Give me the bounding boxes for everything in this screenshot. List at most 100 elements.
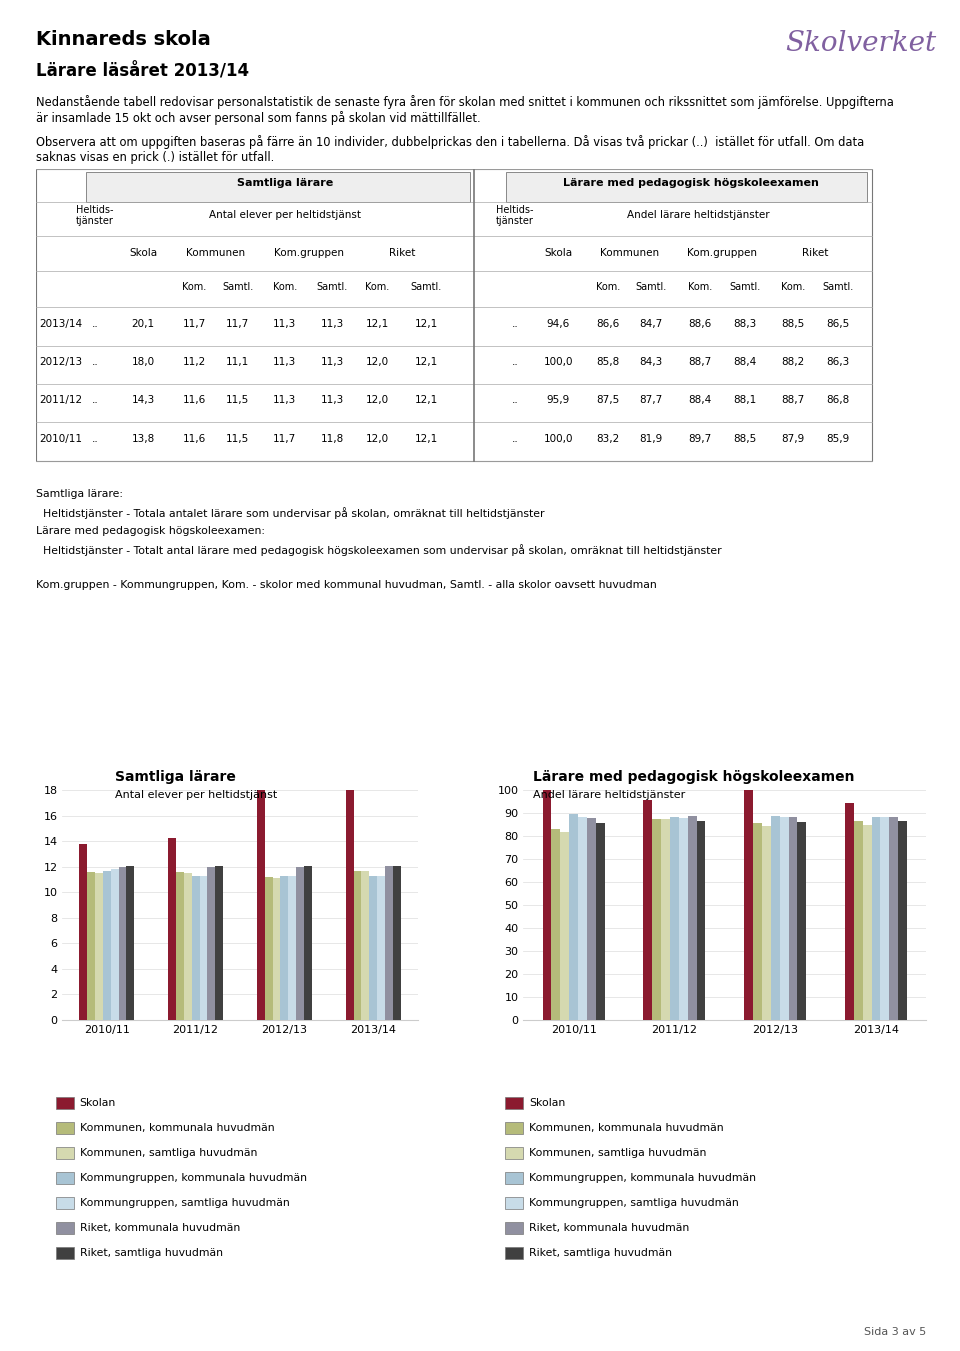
Bar: [679, 817, 687, 1020]
Text: 11,1: 11,1: [227, 357, 250, 367]
Text: 11,6: 11,6: [182, 396, 206, 405]
Text: 12,1: 12,1: [366, 319, 389, 330]
Text: 87,5: 87,5: [596, 396, 619, 405]
Text: Kom.: Kom.: [780, 282, 804, 292]
Bar: [80, 844, 87, 1020]
Text: 14,3: 14,3: [132, 396, 155, 405]
Text: Riket, samtliga huvudmän: Riket, samtliga huvudmän: [80, 1248, 223, 1258]
Bar: [56, 1147, 74, 1159]
Bar: [215, 866, 223, 1020]
Text: ..: ..: [512, 319, 518, 330]
Text: 95,9: 95,9: [546, 396, 569, 405]
Bar: [643, 800, 652, 1020]
Text: 12,1: 12,1: [415, 319, 438, 330]
Text: Skolan: Skolan: [529, 1098, 565, 1108]
Bar: [505, 1097, 523, 1109]
Text: Kinnareds skola: Kinnareds skola: [36, 30, 211, 49]
Text: Kommungruppen, samtliga huvudmän: Kommungruppen, samtliga huvudmän: [80, 1198, 289, 1208]
Text: Samtliga lärare: Samtliga lärare: [115, 770, 236, 784]
Bar: [889, 817, 899, 1020]
Text: 11,5: 11,5: [227, 396, 250, 405]
Text: 11,3: 11,3: [273, 357, 297, 367]
Bar: [103, 870, 110, 1020]
Text: Riket, kommunala huvudmän: Riket, kommunala huvudmän: [80, 1223, 240, 1233]
Text: Kom.: Kom.: [595, 282, 620, 292]
Bar: [370, 875, 377, 1020]
Bar: [56, 1121, 74, 1133]
Bar: [569, 815, 578, 1020]
Bar: [304, 866, 312, 1020]
Bar: [687, 816, 697, 1020]
Text: Lärare med pedagogisk högskoleexamen: Lärare med pedagogisk högskoleexamen: [533, 770, 854, 784]
Text: 85,8: 85,8: [596, 357, 619, 367]
Bar: [596, 823, 605, 1020]
Bar: [200, 875, 207, 1020]
Text: 11,7: 11,7: [273, 434, 297, 444]
Text: 11,3: 11,3: [273, 319, 297, 330]
Text: 83,2: 83,2: [596, 434, 619, 444]
Bar: [505, 1223, 523, 1235]
Text: 86,5: 86,5: [827, 319, 850, 330]
Text: Andel lärare heltidstjänster: Andel lärare heltidstjänster: [627, 211, 769, 220]
Text: Lärare med pedagogisk högskoleexamen:: Lärare med pedagogisk högskoleexamen:: [36, 526, 266, 535]
Bar: [110, 870, 118, 1020]
Text: Samtliga lärare: Samtliga lärare: [236, 178, 333, 188]
Bar: [744, 790, 753, 1020]
Text: Sida 3 av 5: Sida 3 av 5: [864, 1328, 926, 1337]
Text: Skolverket: Skolverket: [785, 30, 936, 57]
Text: Heltidstjänster - Totalt antal lärare med pedagogisk högskoleexamen som undervis: Heltidstjänster - Totalt antal lärare me…: [36, 543, 722, 555]
Text: 12,1: 12,1: [415, 434, 438, 444]
Text: ..: ..: [512, 434, 518, 444]
Bar: [56, 1247, 74, 1259]
Bar: [95, 873, 103, 1020]
Text: Antal elever per heltidstjänst: Antal elever per heltidstjänst: [115, 790, 277, 800]
Bar: [771, 816, 780, 1020]
Text: 88,3: 88,3: [733, 319, 756, 330]
Text: 18,0: 18,0: [132, 357, 155, 367]
Text: Heltidstjänster - Totala antalet lärare som undervisar på skolan, omräknat till : Heltidstjänster - Totala antalet lärare …: [36, 507, 545, 519]
Text: ..: ..: [92, 434, 99, 444]
Bar: [86, 172, 469, 201]
Text: Kommunen, samtliga huvudmän: Kommunen, samtliga huvudmän: [80, 1148, 257, 1158]
Bar: [561, 832, 569, 1020]
Bar: [505, 1121, 523, 1133]
Text: 11,6: 11,6: [182, 434, 206, 444]
Bar: [127, 866, 134, 1020]
Text: är insamlade 15 okt och avser personal som fanns på skolan vid mättillfället.: är insamlade 15 okt och avser personal s…: [36, 111, 481, 124]
Text: 86,8: 86,8: [827, 396, 850, 405]
Bar: [863, 825, 872, 1020]
Text: Skola: Skola: [129, 247, 157, 258]
Bar: [168, 838, 176, 1020]
Text: Lärare läsåret 2013/14: Lärare läsåret 2013/14: [36, 62, 250, 80]
Bar: [56, 1097, 74, 1109]
Text: 13,8: 13,8: [132, 434, 155, 444]
Bar: [788, 817, 798, 1020]
Text: Kommunen: Kommunen: [186, 247, 246, 258]
Bar: [265, 877, 273, 1020]
Text: 88,4: 88,4: [688, 396, 711, 405]
Text: 20,1: 20,1: [132, 319, 155, 330]
Text: Samtl.: Samtl.: [317, 282, 348, 292]
Bar: [257, 790, 265, 1020]
Text: Kom.: Kom.: [273, 282, 297, 292]
Text: 81,9: 81,9: [639, 434, 662, 444]
Text: 12,0: 12,0: [366, 357, 389, 367]
Text: ..: ..: [92, 319, 99, 330]
Text: 12,1: 12,1: [415, 357, 438, 367]
Bar: [505, 1197, 523, 1209]
Text: 11,3: 11,3: [321, 357, 344, 367]
Text: 89,7: 89,7: [688, 434, 711, 444]
Text: Kom.gruppen - Kommungruppen, Kom. - skolor med kommunal huvudman, Samtl. - alla : Kom.gruppen - Kommungruppen, Kom. - skol…: [36, 581, 658, 590]
Text: 88,7: 88,7: [688, 357, 711, 367]
Text: Samtl.: Samtl.: [636, 282, 666, 292]
Bar: [56, 1171, 74, 1185]
Text: 94,6: 94,6: [546, 319, 569, 330]
Text: 88,5: 88,5: [733, 434, 756, 444]
Text: 85,9: 85,9: [827, 434, 850, 444]
Text: Kom.: Kom.: [182, 282, 206, 292]
Text: 2013/14: 2013/14: [39, 319, 83, 330]
Text: ..: ..: [92, 396, 99, 405]
Text: Kom.gruppen: Kom.gruppen: [274, 247, 344, 258]
Text: Samtl.: Samtl.: [730, 282, 760, 292]
Text: Kommungruppen, kommunala huvudmän: Kommungruppen, kommunala huvudmän: [80, 1173, 306, 1183]
